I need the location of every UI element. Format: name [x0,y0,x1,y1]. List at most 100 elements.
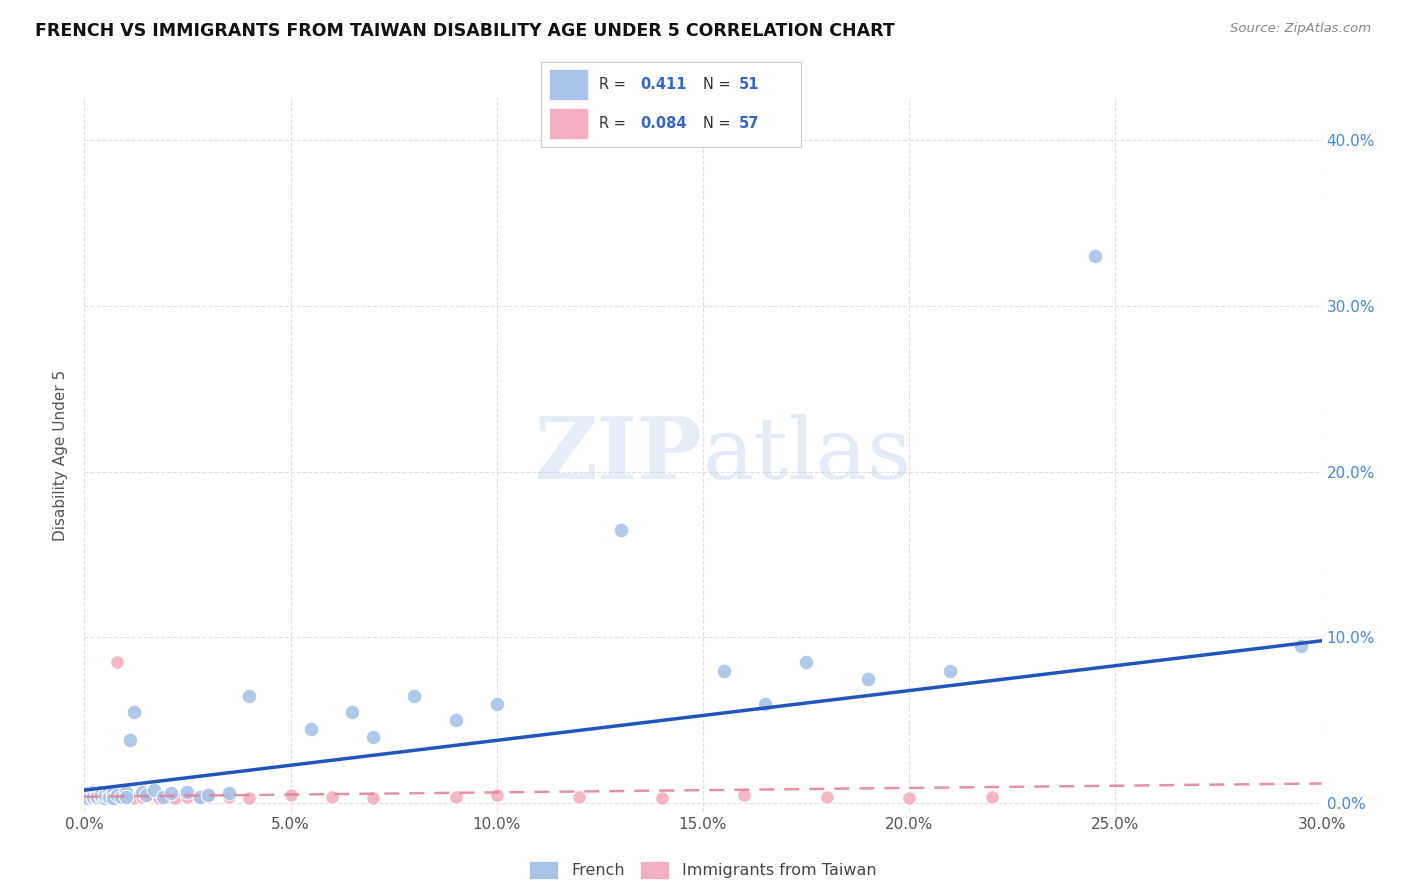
Point [77,791,100,805]
Text: N =: N = [703,116,735,131]
Point [485,697,508,711]
Text: 51: 51 [740,77,759,92]
Point [188,789,211,804]
Point [280,788,302,802]
Point [165,791,187,805]
Point [77,788,100,802]
Point [82,791,104,805]
Point [77,788,100,802]
Point [342,705,364,719]
Point [77,785,100,799]
Point [444,714,467,728]
Point [86,791,108,805]
Point [156,789,179,804]
Point [98,787,121,801]
Point [82,785,104,799]
Point [122,705,145,719]
Point [794,656,817,670]
Point [103,788,125,802]
Point [90,788,112,802]
Point [404,689,426,703]
Y-axis label: Disability Age Under 5: Disability Age Under 5 [53,369,69,541]
Point [114,785,136,799]
Point [94,787,117,801]
Point [754,697,776,711]
Point [131,785,153,799]
Point [197,788,219,802]
Text: Source: ZipAtlas.com: Source: ZipAtlas.com [1230,22,1371,36]
Text: N =: N = [703,77,735,92]
Point [86,791,108,805]
Point [898,791,921,805]
Point [86,787,108,801]
Point [176,785,198,799]
Point [103,787,125,801]
Point [90,787,112,801]
Point [139,788,162,802]
Point [103,791,125,805]
Point [1289,639,1312,653]
Point [94,791,117,805]
Point [114,789,136,804]
Point [94,788,117,802]
Point [82,788,104,802]
Text: R =: R = [599,77,630,92]
Legend: French, Immigrants from Taiwan: French, Immigrants from Taiwan [523,855,883,886]
Point [77,787,100,801]
Point [197,788,219,802]
Point [238,689,260,703]
Text: atlas: atlas [703,413,912,497]
Point [568,789,591,804]
Point [110,789,132,804]
Text: 0.411: 0.411 [640,77,686,92]
Point [86,789,108,804]
Text: ZIP: ZIP [536,413,703,497]
Point [114,789,136,804]
Point [651,791,673,805]
Point [94,788,117,802]
Point [122,791,145,805]
Point [939,664,962,678]
Point [98,789,121,804]
Text: 0.084: 0.084 [640,116,686,131]
Point [361,791,384,805]
Point [118,733,141,747]
Point [98,785,121,799]
Point [77,787,100,801]
Point [321,789,343,804]
Point [188,791,211,805]
Point [94,791,117,805]
Point [90,789,112,804]
Point [218,787,240,801]
Point [86,787,108,801]
Point [980,789,1002,804]
Point [82,788,104,802]
Point [82,789,104,804]
Point [856,672,879,686]
Point [82,785,104,799]
Point [713,664,735,678]
Point [815,789,838,804]
Point [105,656,128,670]
Point [238,791,260,805]
Point [131,789,153,804]
Point [148,791,170,805]
Point [114,788,136,802]
Point [82,789,104,804]
Point [143,783,166,797]
Point [82,789,104,804]
Point [444,789,467,804]
Point [86,785,108,799]
Point [82,783,104,797]
Point [485,788,508,802]
Point [90,791,112,805]
Text: FRENCH VS IMMIGRANTS FROM TAIWAN DISABILITY AGE UNDER 5 CORRELATION CHART: FRENCH VS IMMIGRANTS FROM TAIWAN DISABIL… [35,22,894,40]
Point [105,788,128,802]
Point [77,789,100,804]
Text: R =: R = [599,116,630,131]
Point [152,789,174,804]
Point [105,787,128,801]
Point [160,787,183,801]
Point [218,789,240,804]
Point [86,789,108,804]
